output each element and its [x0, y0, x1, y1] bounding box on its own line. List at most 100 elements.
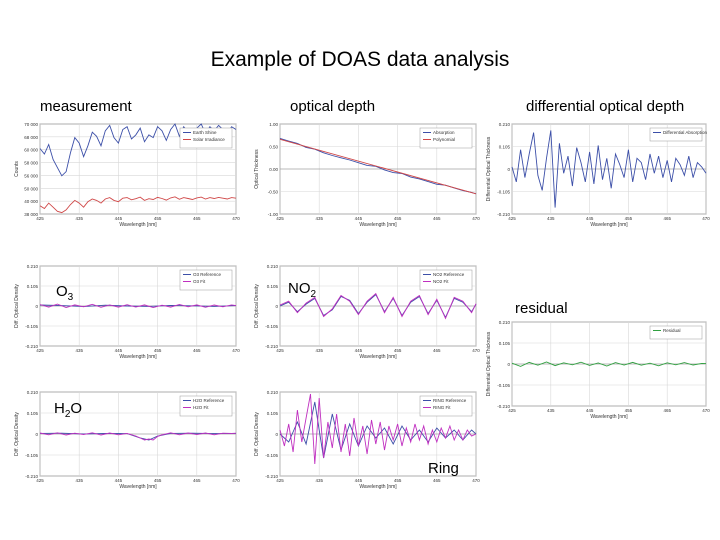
legend-entry: NO2 Reference [433, 272, 465, 277]
legend-box [649, 325, 703, 340]
legend-entry: Residual [663, 328, 681, 333]
series-line [39, 303, 237, 308]
x-tick-label: 435 [315, 216, 323, 221]
measurement-label: measurement [40, 98, 132, 115]
series-line [39, 432, 237, 441]
y-tick-label: 0.210 [267, 264, 279, 269]
legend-entry: H2O Fit [193, 405, 209, 410]
y-tick-label: 0.105 [267, 284, 279, 289]
x-axis-label: Wavelength [nm] [590, 222, 628, 228]
x-tick-label: 425 [36, 478, 44, 483]
x-tick-label: 455 [394, 216, 402, 221]
y-tick-label: 0.210 [27, 264, 39, 269]
y-axis-label: Diff. Optical Density [14, 412, 20, 456]
chart-ring: 0.210 0.105 0 -0.105 -0.210 425 435 445 455 465 47… [250, 388, 480, 492]
x-tick-label: 470 [232, 348, 240, 353]
y-tick-label: -0.210 [497, 404, 510, 409]
x-tick-label: 445 [115, 478, 123, 483]
y-tick-label: 68 000 [24, 135, 38, 140]
y-tick-label: -0.210 [25, 474, 38, 479]
legend-entry: Polynomial [433, 137, 455, 142]
chart-optical-depth: 1.00 0.50 0.00 -0.50 -1.00 425 435 445 455 465 470… [250, 120, 480, 230]
y-axis-label: Diff. Optical Density [14, 284, 20, 328]
legend-entry: O3 Reference [193, 272, 222, 277]
y-tick-label: 0 [507, 167, 510, 172]
x-axis-label: Wavelength [nm] [359, 222, 397, 228]
no2-label: NO2 [288, 280, 317, 300]
y-tick-label: 0.105 [499, 341, 511, 346]
y-tick-label: -0.105 [25, 453, 38, 458]
x-tick-label: 470 [702, 408, 710, 413]
y-tick-label: 0 [275, 432, 278, 437]
x-tick-label: 425 [276, 478, 284, 483]
x-tick-label: 465 [433, 216, 441, 221]
y-tick-label: 50 000 [24, 186, 38, 191]
x-tick-label: 455 [625, 216, 633, 221]
x-tick-label: 425 [276, 216, 284, 221]
y-axis-label: Differential Optical Thickness [486, 331, 492, 396]
legend-box [419, 127, 473, 149]
x-tick-label: 425 [508, 216, 516, 221]
x-tick-label: 465 [193, 348, 201, 353]
chart-residual: 0.210 0.105 0 -0.105 -0.210 425 435 445 455 465 47… [482, 318, 710, 422]
x-tick-label: 435 [547, 216, 555, 221]
y-tick-label: 0.210 [499, 320, 511, 325]
y-tick-label: 0.00 [269, 167, 278, 172]
chart-measurement: 70 000 68 000 60 000 58 000 56 000 50 000 40 0… [10, 120, 240, 230]
x-tick-label: 445 [115, 348, 123, 353]
y-tick-label: 0 [507, 362, 510, 367]
x-tick-label: 435 [315, 478, 323, 483]
y-tick-label: 0.105 [499, 145, 511, 150]
x-tick-label: 465 [663, 408, 671, 413]
y-tick-label: -0.210 [497, 212, 510, 217]
x-tick-label: 465 [433, 478, 441, 483]
x-tick-label: 455 [394, 348, 402, 353]
y-tick-label: 58 000 [24, 161, 38, 166]
series-line [511, 130, 707, 208]
y-tick-label: -0.210 [25, 344, 38, 349]
chart-no2: 0.210 0.105 0 -0.105 -0.210 425 435 445 455 465 47… [250, 262, 480, 362]
y-tick-label: -1.00 [268, 212, 279, 217]
x-axis-label: Wavelength [nm] [119, 222, 157, 228]
x-tick-label: 425 [276, 348, 284, 353]
legend-entry: Solar Irradiance [193, 137, 225, 142]
chart-differential-optical-depth: 0.210 0.105 0 -0.105 -0.210 425 435 445 455 465 47… [482, 120, 710, 230]
y-tick-label: 0 [275, 304, 278, 309]
y-axis-label: Counts [14, 161, 20, 177]
x-tick-label: 445 [115, 216, 123, 221]
ring-label: Ring [428, 460, 459, 477]
x-tick-label: 470 [472, 478, 480, 483]
legend-entry: Absorption [433, 130, 455, 135]
optical-depth-label: optical depth [290, 98, 376, 115]
series-line [279, 401, 477, 459]
y-tick-label: 0 [35, 304, 38, 309]
legend-entry: Differential Absorption [663, 130, 707, 135]
y-tick-label: 0.50 [269, 145, 278, 150]
y-tick-label: 0 [35, 432, 38, 437]
x-tick-label: 455 [154, 478, 162, 483]
y-tick-label: 0.210 [27, 390, 39, 395]
y-axis-label: Diff. Optical Density [254, 284, 260, 328]
x-tick-label: 470 [472, 216, 480, 221]
x-tick-label: 435 [75, 216, 83, 221]
y-tick-label: 0.105 [27, 284, 39, 289]
x-axis-label: Wavelength [nm] [359, 484, 397, 490]
slide-title: Example of DOAS data analysis [210, 48, 510, 71]
y-tick-label: 40 000 [24, 199, 38, 204]
x-tick-label: 435 [75, 478, 83, 483]
x-tick-label: 435 [75, 348, 83, 353]
y-tick-label: 56 000 [24, 173, 38, 178]
x-tick-label: 425 [36, 216, 44, 221]
differential-optical-depth-label: differential optical depth [526, 98, 685, 115]
x-tick-label: 455 [154, 348, 162, 353]
x-tick-label: 455 [625, 408, 633, 413]
x-tick-label: 445 [586, 408, 594, 413]
x-tick-label: 455 [394, 478, 402, 483]
legend-entry: H2O Reference [193, 398, 225, 403]
y-tick-label: 60 000 [24, 148, 38, 153]
x-tick-label: 470 [702, 216, 710, 221]
x-tick-label: 465 [193, 216, 201, 221]
legend-box [179, 127, 233, 149]
series-line [39, 196, 237, 214]
chart-o3: 0.210 0.105 0 -0.105 -0.210 425 435 445 455 465 47… [10, 262, 240, 362]
